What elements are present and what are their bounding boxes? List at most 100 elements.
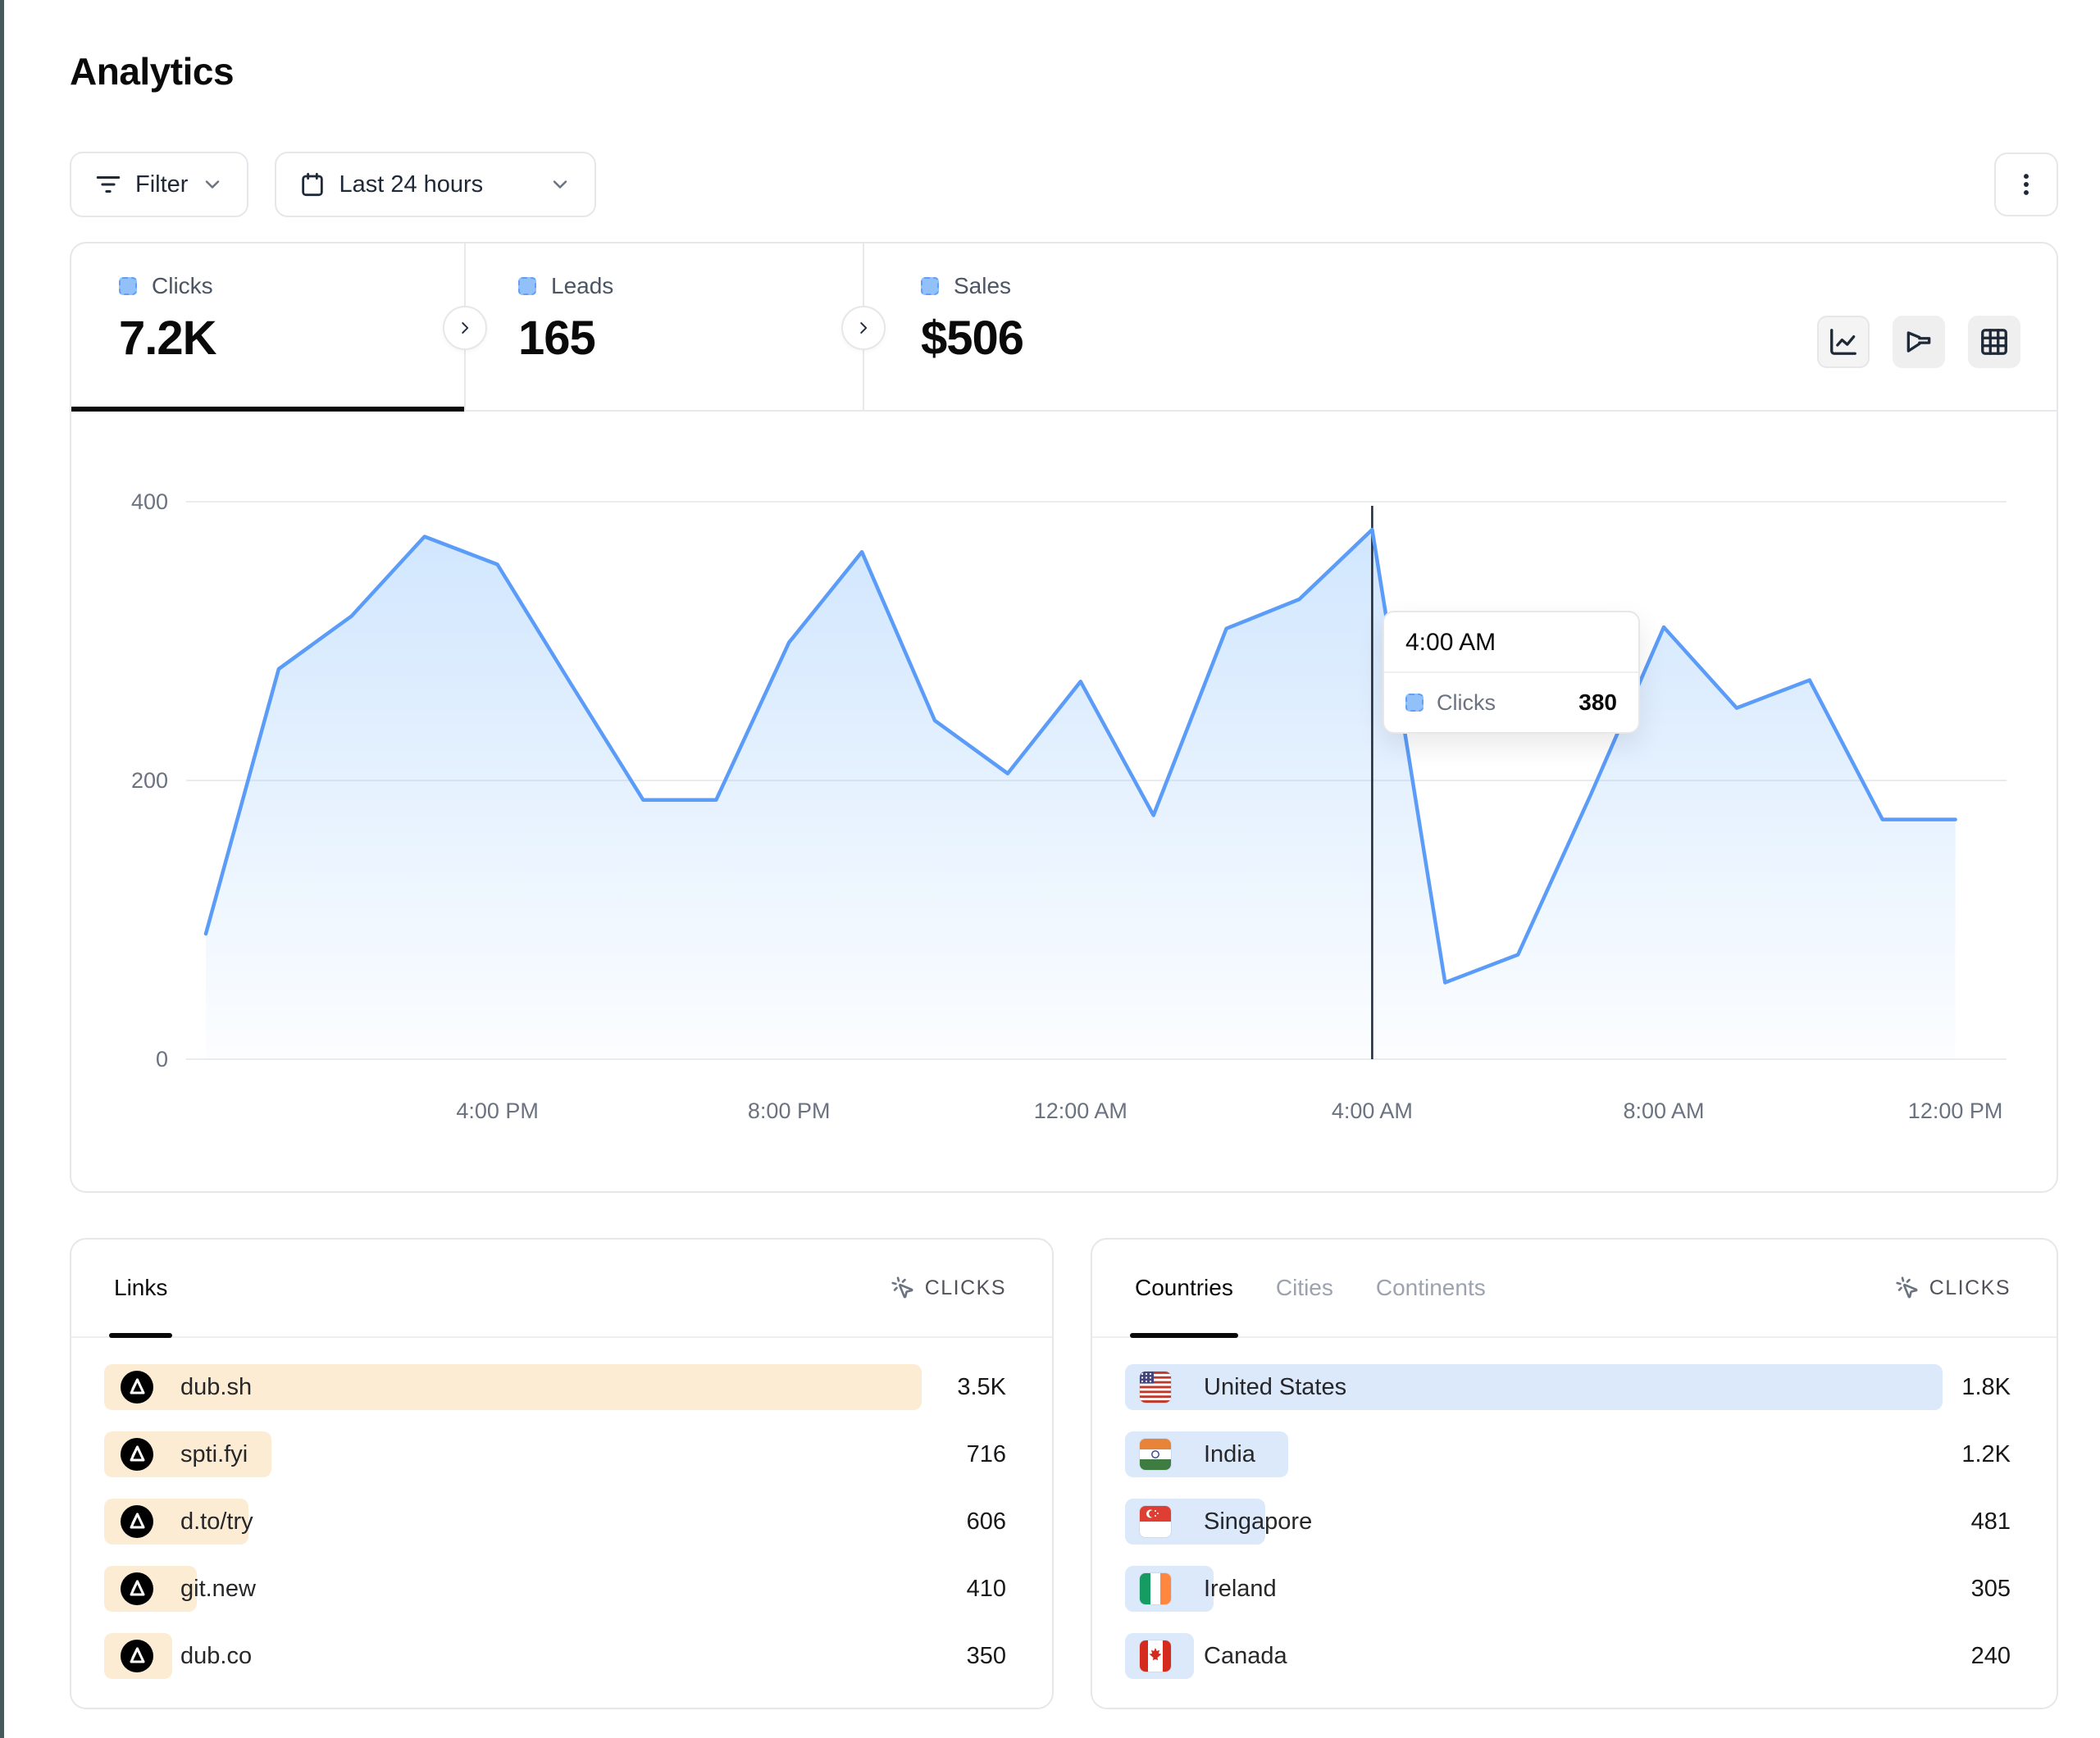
stat-divider [443,243,487,410]
cursor-click-icon [1895,1276,1920,1300]
item-clicks-value: 240 [1970,1642,2011,1669]
countries-panel-header: Countries Cities Continents CLICKS [1092,1240,2057,1338]
filter-button[interactable]: Filter [70,152,249,217]
dub-logo-icon [121,1438,153,1471]
list-item[interactable]: Canada 240 [1125,1633,2011,1679]
links-tabs: Links [108,1240,173,1338]
grid-icon [1979,326,2010,357]
funnel-icon [1903,326,1934,357]
links-panel: Links CLICKS dub.sh 3.5K spti.fyi 716 d.to/t… [70,1238,1054,1709]
dub-logo-icon [121,1640,153,1672]
kebab-menu-icon [2012,171,2040,198]
list-item[interactable]: Ireland 305 [1125,1566,2011,1612]
item-clicks-value: 606 [966,1508,1006,1535]
chart-tooltip: 4:00 AM Clicks 380 [1383,611,1640,734]
countries-panel: Countries Cities Continents CLICKS United … [1091,1238,2058,1709]
tab-cities[interactable]: Cities [1275,1275,1333,1300]
list-item[interactable]: dub.co 350 [104,1633,1006,1679]
metric-selector[interactable]: CLICKS [1895,1276,2011,1300]
tooltip-series-label: Clicks [1437,689,1496,715]
svg-text:8:00 PM: 8:00 PM [748,1099,831,1123]
stats-row: Clicks 7.2K Leads 165 [71,243,2057,412]
expand-stat-button[interactable] [841,306,886,350]
stat-value: 7.2K [119,312,217,365]
item-clicks-value: 481 [1970,1508,2011,1535]
us-flag-icon [1140,1372,1171,1403]
clicks-bar [104,1364,922,1410]
tab-continents[interactable]: Continents [1375,1275,1486,1300]
list-item[interactable]: dub.sh 3.5K [104,1364,1006,1410]
calendar-icon [299,171,326,198]
date-range-label: Last 24 hours [339,171,484,198]
geo-tabs: Countries Cities Continents [1130,1240,1486,1338]
line-chart-view-button[interactable] [1817,315,1870,368]
svg-text:4:00 AM: 4:00 AM [1332,1099,1413,1123]
item-clicks-value: 410 [966,1575,1006,1602]
item-clicks-value: 3.5K [957,1373,1006,1400]
chevron-down-icon [201,173,224,196]
filter-button-label: Filter [135,171,189,198]
tab-links[interactable]: Links [108,1240,173,1338]
date-range-button[interactable]: Last 24 hours [275,152,597,217]
item-label: dub.co [180,1642,253,1669]
toolbar: Filter Last 24 hours [70,152,2058,217]
line-chart-icon [1828,326,1859,357]
expand-stat-button[interactable] [443,306,487,350]
item-label: d.to/try [180,1508,253,1535]
funnel-view-button[interactable] [1893,315,1945,368]
item-clicks-value: 716 [966,1440,1006,1467]
analytics-card: Clicks 7.2K Leads 165 [70,242,2058,1193]
tooltip-series-marker [1405,694,1424,712]
links-panel-header: Links CLICKS [71,1240,1052,1338]
list-item[interactable]: git.new 410 [104,1566,1006,1612]
list-item[interactable]: Singapore 481 [1125,1499,2011,1545]
stat-label: Sales [954,273,1012,298]
item-label: United States [1204,1373,1347,1400]
countries-list: United States 1.8K India 1.2K Singapore 481 Ir… [1092,1338,2057,1679]
list-item[interactable]: India 1.2K [1125,1431,2011,1477]
chart-type-toggles [1817,315,2020,368]
dub-logo-icon [121,1572,153,1605]
tooltip-time: 4:00 AM [1384,612,1638,673]
table-view-button[interactable] [1968,315,2020,368]
clicks-chart-svg: 0 200 400 4:00 PM 8:00 PM 12:00 AM 4:00 AM 8:… [131,489,2007,1123]
svg-text:400: 400 [131,489,168,514]
chevron-down-icon [549,173,572,196]
list-item[interactable]: United States 1.8K [1125,1364,2011,1410]
svg-text:12:00 PM: 12:00 PM [1908,1099,2003,1123]
dub-logo-icon [121,1505,153,1538]
list-item[interactable]: spti.fyi 716 [104,1431,1006,1477]
sg-flag-icon [1140,1506,1171,1537]
stat-tab-sales[interactable]: Sales $506 [864,243,2057,410]
stat-value: 165 [518,312,596,365]
svg-text:0: 0 [156,1047,168,1071]
clicks-series-marker [119,277,137,295]
stat-divider [841,243,886,410]
metric-label: CLICKS [1929,1276,2011,1299]
stat-label: Leads [551,273,614,298]
stat-tab-leads[interactable]: Leads 165 [466,243,863,410]
page-title: Analytics [70,50,235,93]
svg-text:4:00 PM: 4:00 PM [456,1099,539,1123]
tab-countries[interactable]: Countries [1130,1240,1238,1338]
item-clicks-value: 350 [966,1642,1006,1669]
more-options-button[interactable] [1994,152,2058,216]
metric-selector[interactable]: CLICKS [891,1276,1006,1300]
svg-text:200: 200 [131,768,168,793]
stat-tab-clicks[interactable]: Clicks 7.2K [71,243,464,412]
cursor-click-icon [891,1276,915,1300]
item-label: Ireland [1204,1575,1277,1602]
item-label: dub.sh [180,1373,253,1400]
item-label: India [1204,1440,1255,1467]
tooltip-value: 380 [1578,689,1617,715]
clicks-timeseries-chart[interactable]: 0 200 400 4:00 PM 8:00 PM 12:00 AM 4:00 AM 8:… [71,412,2057,1193]
svg-text:12:00 AM: 12:00 AM [1034,1099,1127,1123]
sales-series-marker [921,277,939,295]
list-item[interactable]: d.to/try 606 [104,1499,1006,1545]
dub-logo-icon [121,1371,153,1404]
chevron-right-icon [854,319,872,337]
item-clicks-value: 1.2K [1961,1440,2011,1467]
stat-value: $506 [921,312,1024,365]
chevron-right-icon [456,319,474,337]
leads-series-marker [518,277,536,295]
